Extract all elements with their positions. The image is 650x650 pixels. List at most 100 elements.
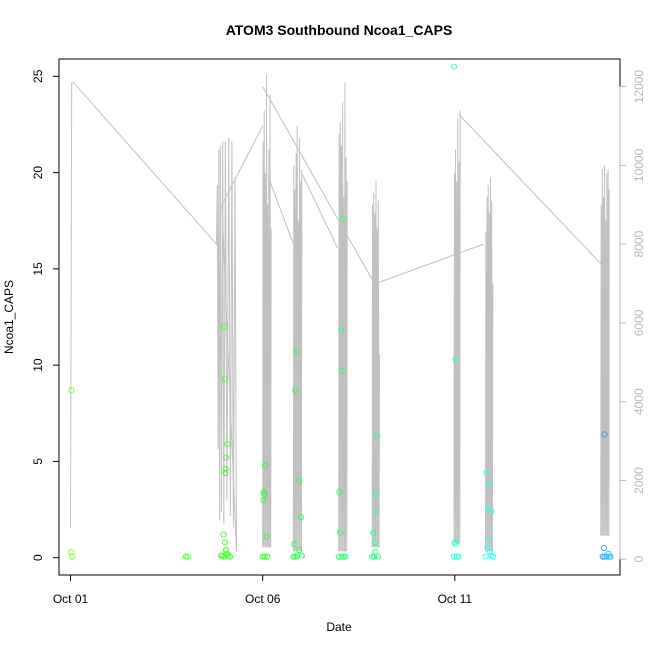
data-point	[259, 553, 266, 560]
data-point	[184, 553, 191, 560]
secondary-spikes-2	[338, 82, 348, 552]
data-point	[607, 553, 614, 560]
data-point	[486, 481, 493, 488]
data-point	[261, 553, 268, 560]
data-point	[292, 387, 299, 394]
secondary-spikes-5	[485, 177, 494, 552]
data-point	[490, 553, 497, 560]
data-point	[220, 531, 227, 538]
secondary-spikes-1	[292, 125, 303, 552]
data-point	[68, 387, 75, 394]
data-point	[371, 539, 378, 546]
data-point	[342, 553, 349, 560]
data-point	[339, 215, 346, 222]
secondary-bridge-2	[301, 172, 339, 249]
data-point	[298, 552, 305, 559]
x-axis-label: Date	[326, 620, 352, 634]
secondary-spikes-3	[371, 181, 380, 548]
data-point	[372, 548, 379, 556]
bottom-tick-label: Oct 01	[53, 592, 89, 606]
data-point	[262, 462, 269, 469]
data-point	[482, 553, 489, 560]
y-axis-label: Ncoa1_CAPS	[2, 280, 16, 354]
data-point	[221, 323, 228, 330]
data-point	[260, 496, 267, 503]
data-point	[450, 553, 458, 560]
data-point	[291, 541, 298, 548]
data-point	[601, 431, 608, 438]
left-tick-label: 25	[31, 69, 45, 83]
secondary-spikes-0	[262, 74, 272, 548]
data-point	[338, 553, 345, 560]
data-point	[221, 375, 229, 382]
data-point	[488, 508, 495, 515]
data-point	[263, 533, 270, 540]
data-point	[370, 529, 377, 536]
data-point	[221, 539, 229, 546]
secondary-bridge-1	[267, 177, 294, 245]
data-point	[224, 441, 231, 448]
secondary-bridge-5	[458, 113, 602, 265]
data-point	[487, 548, 494, 556]
data-point	[452, 356, 459, 363]
data-point	[296, 477, 303, 484]
data-point	[340, 553, 347, 560]
data-point	[261, 491, 268, 498]
left-axis: 0 5 10 15 20 25	[31, 69, 60, 561]
data-point	[374, 433, 381, 440]
secondary-spikes-4	[453, 110, 461, 544]
data-point	[264, 553, 271, 560]
data-point	[483, 469, 490, 477]
data-point	[69, 553, 76, 560]
data-point	[372, 491, 379, 498]
left-tick-label: 5	[31, 458, 45, 465]
right-axis: 0 2000 4000 6000 8000 10000 12000	[619, 70, 646, 563]
data-point	[218, 552, 225, 559]
right-tick-label: 2000	[632, 467, 646, 494]
right-tick-label: 10000	[632, 148, 646, 182]
bottom-axis: Oct 01 Oct 06 Oct 11	[53, 574, 473, 606]
data-point	[600, 544, 608, 552]
secondary-line	[70, 82, 237, 552]
data-point	[337, 529, 344, 536]
data-point	[222, 466, 229, 473]
right-tick-label: 4000	[632, 388, 646, 415]
data-point	[373, 508, 380, 515]
left-tick-label: 15	[31, 262, 45, 276]
bottom-tick-label: Oct 11	[438, 592, 473, 606]
data-point	[223, 546, 230, 554]
right-tick-label: 6000	[632, 309, 646, 336]
data-point	[182, 553, 189, 560]
data-point	[452, 541, 459, 548]
chart-title: ATOM3 Southbound Ncoa1_CAPS	[226, 22, 453, 38]
data-point	[290, 553, 297, 560]
data-point	[223, 454, 230, 461]
data-point	[338, 327, 345, 334]
right-tick-label: 0	[632, 556, 646, 563]
left-tick-label: 10	[31, 358, 45, 372]
data-point	[226, 553, 234, 560]
data-point	[296, 546, 303, 554]
data-point	[222, 469, 229, 477]
secondary-spikes-6	[600, 165, 610, 536]
secondary-bridge-0	[221, 125, 264, 552]
secondary-bridge-3	[262, 86, 373, 280]
data-point	[450, 63, 458, 70]
left-tick-label: 20	[31, 166, 45, 180]
data-point	[335, 553, 342, 560]
data-point	[336, 489, 343, 496]
data-point	[601, 553, 608, 560]
data-point	[453, 553, 460, 560]
data-point	[486, 535, 493, 542]
plot-area	[68, 63, 614, 560]
data-point	[599, 553, 606, 560]
data-point	[298, 514, 305, 521]
data-point	[294, 348, 301, 355]
bottom-tick-label: Oct 06	[245, 592, 281, 606]
data-point	[221, 553, 228, 560]
right-tick-label: 8000	[632, 230, 646, 257]
data-point	[455, 553, 462, 560]
right-tick-label: 12000	[632, 70, 646, 104]
left-tick-label: 0	[31, 554, 45, 561]
